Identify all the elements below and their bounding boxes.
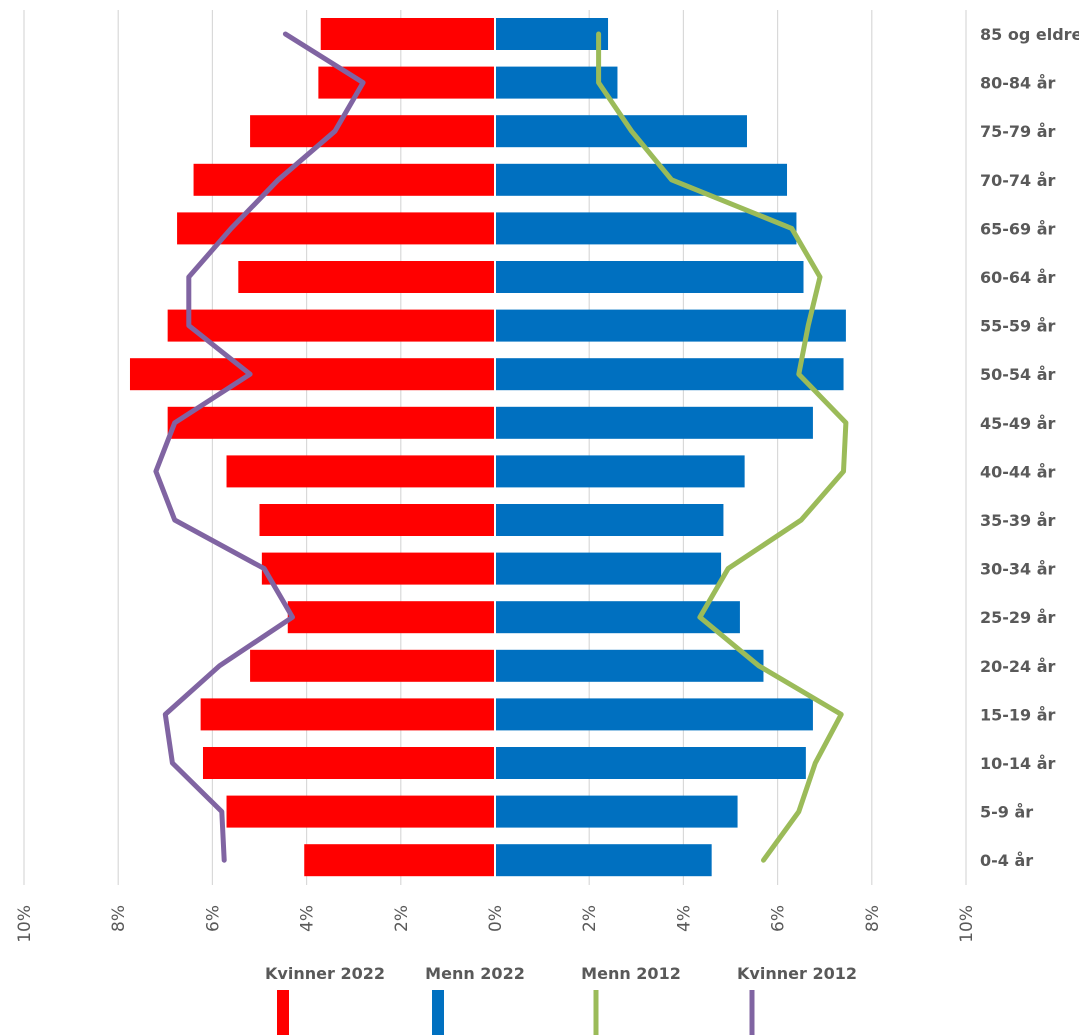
x-axis-tick-labels: 10% 8% 6% 4% 2% 0% 2% 4% 6% 8% 10% [15, 905, 977, 943]
bars [129, 10, 846, 885]
legend: Kvinner 2022 Menn 2022 Menn 2012 Kvinner 20… [265, 964, 857, 1035]
menn-2022-bar [495, 18, 609, 50]
category-label: 65-69 år [980, 219, 1056, 238]
legend-label: Menn 2022 [425, 964, 525, 983]
kvinner-2022-bar [193, 163, 495, 196]
x-tick-label: 6% [203, 905, 223, 932]
category-label: 25-29 år [980, 608, 1056, 627]
legend-swatch [277, 990, 289, 1035]
kvinner-2022-bar [177, 212, 495, 245]
x-tick-label: 2% [392, 905, 412, 932]
category-label: 30-34 år [980, 560, 1056, 579]
menn-2022-bar [495, 309, 846, 342]
menn-2022-bar [495, 358, 844, 391]
menn-2022-bar [495, 212, 797, 245]
category-label: 0-4 år [980, 851, 1033, 870]
kvinner-2022-bar [250, 649, 495, 682]
x-tick-label: 4% [674, 905, 694, 932]
category-label: 20-24 år [980, 657, 1056, 676]
kvinner-2022-bar [287, 601, 495, 634]
menn-2022-bar [495, 844, 712, 877]
category-label: 85 og eldre [980, 25, 1079, 44]
category-label: 55-59 år [980, 317, 1056, 336]
category-label: 70-74 år [980, 171, 1056, 190]
category-label: 35-39 år [980, 511, 1056, 530]
x-tick-label: 10% [15, 905, 35, 943]
x-tick-label: 8% [109, 905, 129, 932]
x-tick-label: 8% [863, 905, 883, 932]
menn-2022-bar [495, 115, 747, 148]
category-label: 15-19 år [980, 705, 1056, 724]
menn-2022-bar [495, 455, 745, 488]
kvinner-2022-bar [226, 455, 495, 488]
category-label: 5-9 år [980, 803, 1033, 822]
kvinner-2022-bar [226, 795, 495, 828]
x-tick-label: 0% [486, 905, 506, 932]
kvinner-2022-bar [320, 18, 495, 50]
x-tick-label: 10% [957, 905, 977, 943]
lines [153, 31, 849, 863]
x-tick-label: 6% [769, 905, 789, 932]
kvinner-2022-bar [167, 309, 495, 342]
kvinner-2022-bar [202, 747, 496, 779]
kvinner-2022-bar [304, 844, 495, 877]
menn-2022-bar [495, 698, 813, 731]
category-label: 45-49 år [980, 414, 1056, 433]
menn-2022-bar [495, 261, 804, 293]
legend-label: Kvinner 2022 [265, 964, 385, 983]
menn-2022-bar [495, 504, 724, 536]
category-label: 40-44 år [980, 462, 1056, 481]
category-label: 60-64 år [980, 268, 1056, 287]
menn-2022-bar [495, 795, 738, 828]
kvinner-2022-bar [129, 358, 495, 391]
category-label: 50-54 år [980, 365, 1056, 384]
category-label: 80-84 år [980, 74, 1056, 93]
legend-swatch [432, 990, 444, 1035]
kvinner-2022-bar [259, 504, 495, 536]
kvinner-2022-bar [200, 698, 495, 731]
menn-2022-bar [495, 163, 788, 196]
menn-2022-bar [495, 747, 806, 779]
legend-label: Menn 2012 [581, 964, 681, 983]
kvinner-2022-bar [261, 552, 495, 585]
kvinner-2022-bar [250, 115, 495, 148]
category-labels: 85 og eldre 80-84 år 75-79 år 70-74 år 65-69… [980, 25, 1079, 870]
legend-label: Kvinner 2012 [737, 964, 857, 983]
menn-2012-line [596, 31, 849, 863]
x-tick-label: 2% [580, 905, 600, 932]
menn-2022-bar [495, 552, 722, 585]
kvinner-2022-bar [238, 261, 495, 293]
menn-2022-bar [495, 406, 813, 439]
menn-2022-bar [495, 649, 764, 682]
category-label: 10-14 år [980, 754, 1056, 773]
x-tick-label: 4% [298, 905, 318, 932]
category-label: 75-79 år [980, 122, 1056, 141]
kvinner-2022-bar [167, 406, 495, 439]
kvinner-2012-line [153, 31, 366, 863]
